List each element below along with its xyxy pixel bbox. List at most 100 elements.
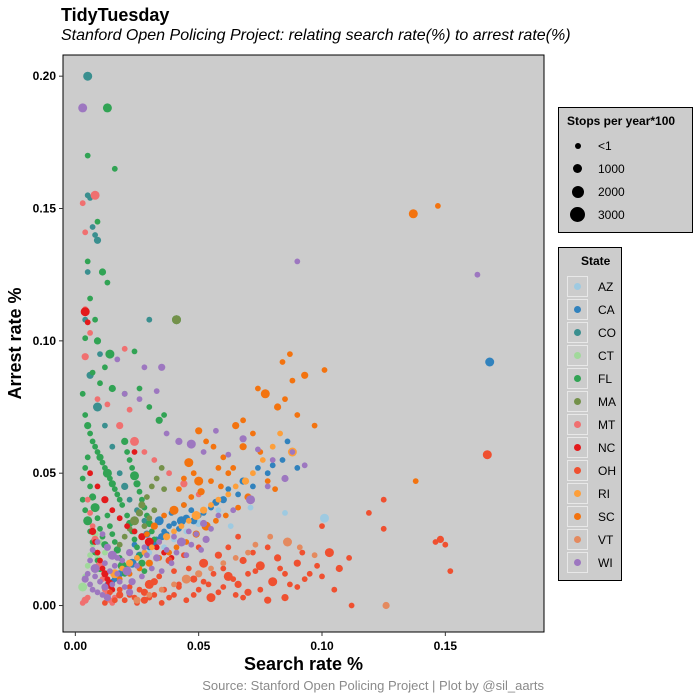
point-oh (447, 568, 454, 574)
point-wi (294, 258, 301, 265)
state-legend-dot (574, 283, 581, 290)
point-vt (296, 544, 303, 551)
point-vt (208, 565, 214, 572)
size-legend-item: 1000 (567, 157, 625, 180)
point-ri (232, 483, 239, 490)
state-legend-label: RI (598, 486, 610, 501)
point-mt (166, 470, 173, 477)
point-wi (156, 539, 163, 545)
point-wi (173, 549, 180, 556)
point-fl (79, 475, 86, 482)
point-nc (87, 470, 93, 477)
point-wi (289, 449, 296, 455)
point-co (116, 470, 123, 477)
state-legend-label: FL (598, 371, 613, 386)
point-wi (89, 547, 96, 553)
point-oh (199, 558, 209, 568)
point-ri (259, 457, 266, 463)
point-fl (83, 516, 93, 526)
point-ca (171, 520, 177, 527)
point-sc (203, 438, 210, 445)
state-legend-dot (574, 536, 581, 543)
y-tick-label: 0.05 (33, 466, 57, 480)
point-sc (176, 486, 182, 492)
point-fl (121, 437, 129, 445)
point-wi (119, 557, 126, 564)
state-legend-key (567, 299, 588, 320)
point-wi (126, 588, 134, 596)
size-legend-key (567, 135, 588, 156)
x-tick-label: 0.05 (187, 639, 211, 653)
point-wi (121, 584, 128, 590)
point-nc (109, 507, 116, 514)
point-oh (214, 551, 222, 559)
point-oh (294, 584, 301, 590)
point-oh (206, 593, 216, 603)
point-co (109, 443, 116, 450)
point-wi (94, 589, 101, 596)
point-sc (220, 454, 227, 461)
point-fl (124, 512, 130, 519)
state-legend-key (567, 506, 588, 527)
size-legend-dot (570, 207, 585, 222)
point-sc (161, 512, 168, 519)
point-wi (168, 560, 175, 567)
point-ca (264, 470, 271, 477)
point-sc (169, 505, 179, 515)
point-ca (166, 523, 173, 529)
point-ri (225, 491, 232, 498)
state-legend-item-oh: OH (567, 459, 616, 482)
point-wi (109, 581, 116, 588)
point-ma (172, 315, 181, 325)
point-oh (366, 510, 372, 516)
y-axis-label: Arrest rate % (5, 287, 25, 399)
point-vt (181, 574, 191, 584)
point-oh (277, 565, 283, 572)
point-ca (219, 496, 227, 504)
x-tick-label: 0.00 (64, 639, 88, 653)
state-legend-dot (574, 490, 581, 497)
state-legend-dot (574, 398, 581, 405)
point-fl (136, 385, 143, 392)
point-ma (138, 501, 146, 509)
point-fl (111, 539, 118, 545)
point-sc (230, 465, 237, 471)
point-sc (408, 209, 418, 219)
point-fl (93, 337, 102, 345)
point-wi (122, 566, 132, 576)
point-ma (135, 509, 144, 517)
point-fl (99, 459, 106, 466)
point-oh (319, 573, 325, 580)
point-ca (225, 486, 232, 492)
point-fl (161, 412, 168, 418)
point-fl (89, 369, 96, 376)
point-nc (124, 523, 130, 529)
point-fl (89, 493, 97, 501)
point-oh (442, 541, 449, 548)
point-ca (269, 462, 276, 469)
point-co (97, 351, 103, 357)
point-fl (119, 502, 126, 508)
point-fl (104, 512, 111, 519)
point-oh (158, 600, 165, 606)
size-legend-item: 2000 (567, 180, 625, 203)
point-vt (245, 549, 251, 556)
point-oh (200, 578, 207, 585)
point-oh (348, 602, 355, 609)
point-oh (195, 586, 202, 593)
point-sc (235, 504, 242, 511)
point-mt (94, 396, 101, 402)
point-wi (269, 457, 276, 463)
point-oh (140, 588, 148, 596)
point-fl (79, 496, 86, 503)
state-legend-item-vt: VT (567, 528, 613, 551)
point-mt (87, 330, 93, 336)
point-fl (97, 525, 103, 532)
x-tick-label: 0.15 (434, 639, 458, 653)
point-wi (114, 356, 121, 363)
point-fl (109, 531, 116, 537)
state-legend-item-az: AZ (567, 275, 613, 298)
point-fl (102, 103, 112, 113)
point-mt (81, 353, 89, 361)
